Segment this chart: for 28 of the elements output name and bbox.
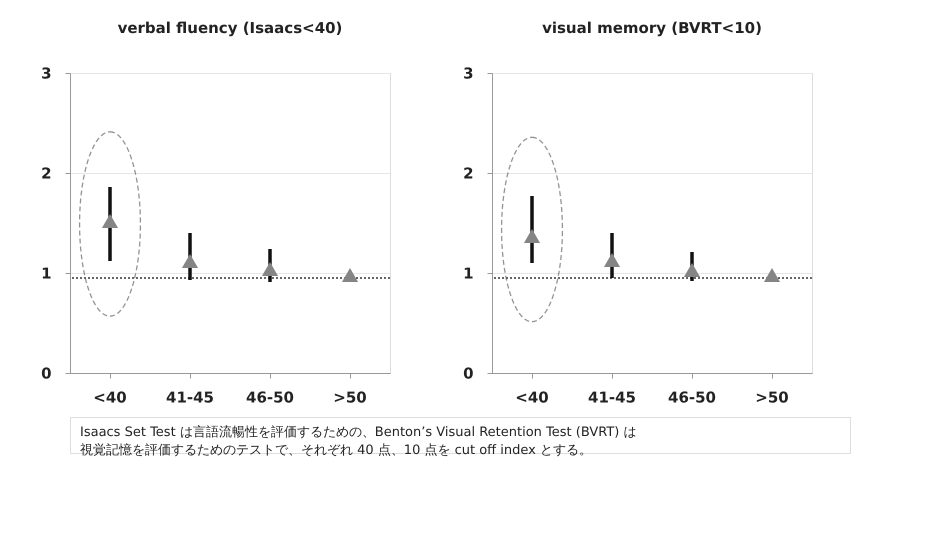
x-tick-label: <40 [515,388,549,406]
x-tick-label: 46-50 [668,388,716,406]
x-tick-label: >50 [755,388,789,406]
point [342,268,358,282]
x-tick-label: >50 [333,388,367,406]
x-tick-label: 41-45 [588,388,636,406]
x-tick-label: 46-50 [246,388,294,406]
point [262,262,278,276]
point [182,254,198,268]
y-tick-label: 0 [41,364,52,382]
x-tick-label: 41-45 [166,388,214,406]
y-tick-label: 0 [463,364,474,382]
y-tick-label: 1 [463,264,474,282]
y-tick-label: 2 [463,164,474,182]
x-tick-label: <40 [93,388,127,406]
y-tick-label: 3 [463,64,474,82]
text: Isaacs Set Test は言語流暢性を評価するための、Benton’s Visual Retention Test (BVRT) は [80,424,636,440]
y-tick-label: 3 [41,64,52,82]
point [604,253,620,267]
point [102,214,118,228]
chart-title: visual memory (BVRT<10) [542,19,762,37]
text: 視覚記憶を評価するためのテストで、それぞれ 40 点、10 点を cut off index とする。 [80,443,592,458]
chart-title: verbal fluency (Isaacs<40) [118,19,342,37]
point [684,263,700,277]
y-tick-label: 2 [41,164,52,182]
y-tick-label: 1 [41,264,52,282]
point [524,229,540,243]
point [764,268,780,282]
